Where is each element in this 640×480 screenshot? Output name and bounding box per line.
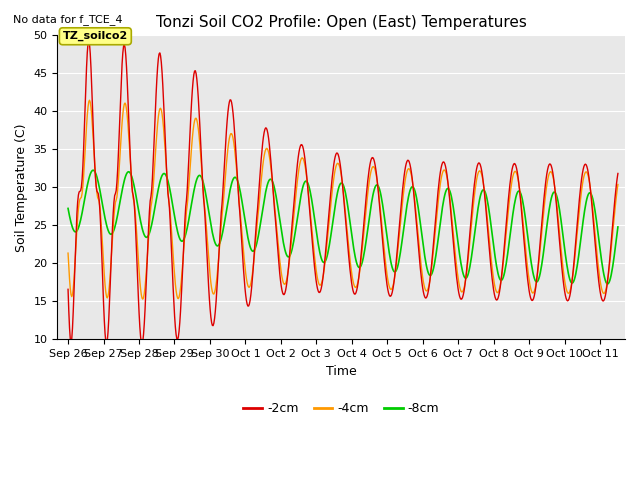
- Y-axis label: Soil Temperature (C): Soil Temperature (C): [15, 123, 28, 252]
- X-axis label: Time: Time: [326, 365, 356, 378]
- Text: TZ_soilco2: TZ_soilco2: [63, 31, 128, 41]
- Text: No data for f_TCE_4: No data for f_TCE_4: [13, 14, 122, 25]
- Legend: -2cm, -4cm, -8cm: -2cm, -4cm, -8cm: [238, 397, 444, 420]
- Title: Tonzi Soil CO2 Profile: Open (East) Temperatures: Tonzi Soil CO2 Profile: Open (East) Temp…: [156, 15, 527, 30]
